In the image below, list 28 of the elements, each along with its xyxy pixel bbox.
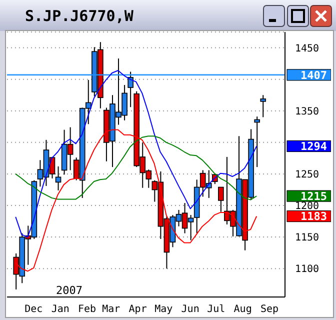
x-tick-label: Sep — [260, 304, 279, 316]
x-tick-label: Mar — [102, 304, 120, 316]
x-tick-label: Dec — [24, 304, 43, 316]
candlestick — [55, 166, 62, 191]
chart-title: S.JP.J6770,W — [25, 7, 134, 25]
candlestick — [260, 94, 266, 118]
x-tick-label: Jan — [51, 304, 70, 316]
y-tick-label: 1250 — [295, 170, 320, 181]
ref-line-label: 1407 — [300, 68, 327, 82]
x-tick-label: Jul — [207, 304, 226, 316]
y-tick-label: 1350 — [295, 106, 320, 118]
candlestick — [218, 186, 224, 212]
y-tick-label: 1200 — [295, 201, 320, 212]
x-tick-label: May — [154, 304, 173, 316]
text: 1183 — [300, 210, 327, 224]
candlestick — [128, 71, 134, 108]
x-tick-label: Aug — [234, 304, 252, 316]
text: 1294 — [300, 140, 328, 154]
candlestick — [254, 116, 260, 168]
y-tick-label: 1150 — [295, 232, 320, 244]
line-series — [15, 70, 258, 238]
x-tick-label: Apr — [128, 304, 147, 316]
annotation: 2007 — [56, 284, 82, 297]
line-series — [15, 136, 258, 200]
y-tick-label: 1450 — [295, 43, 320, 54]
x-tick-label: Jun — [181, 304, 200, 316]
y-tick-label: 1100 — [295, 264, 320, 276]
x-tick-label: Feb — [78, 304, 96, 316]
